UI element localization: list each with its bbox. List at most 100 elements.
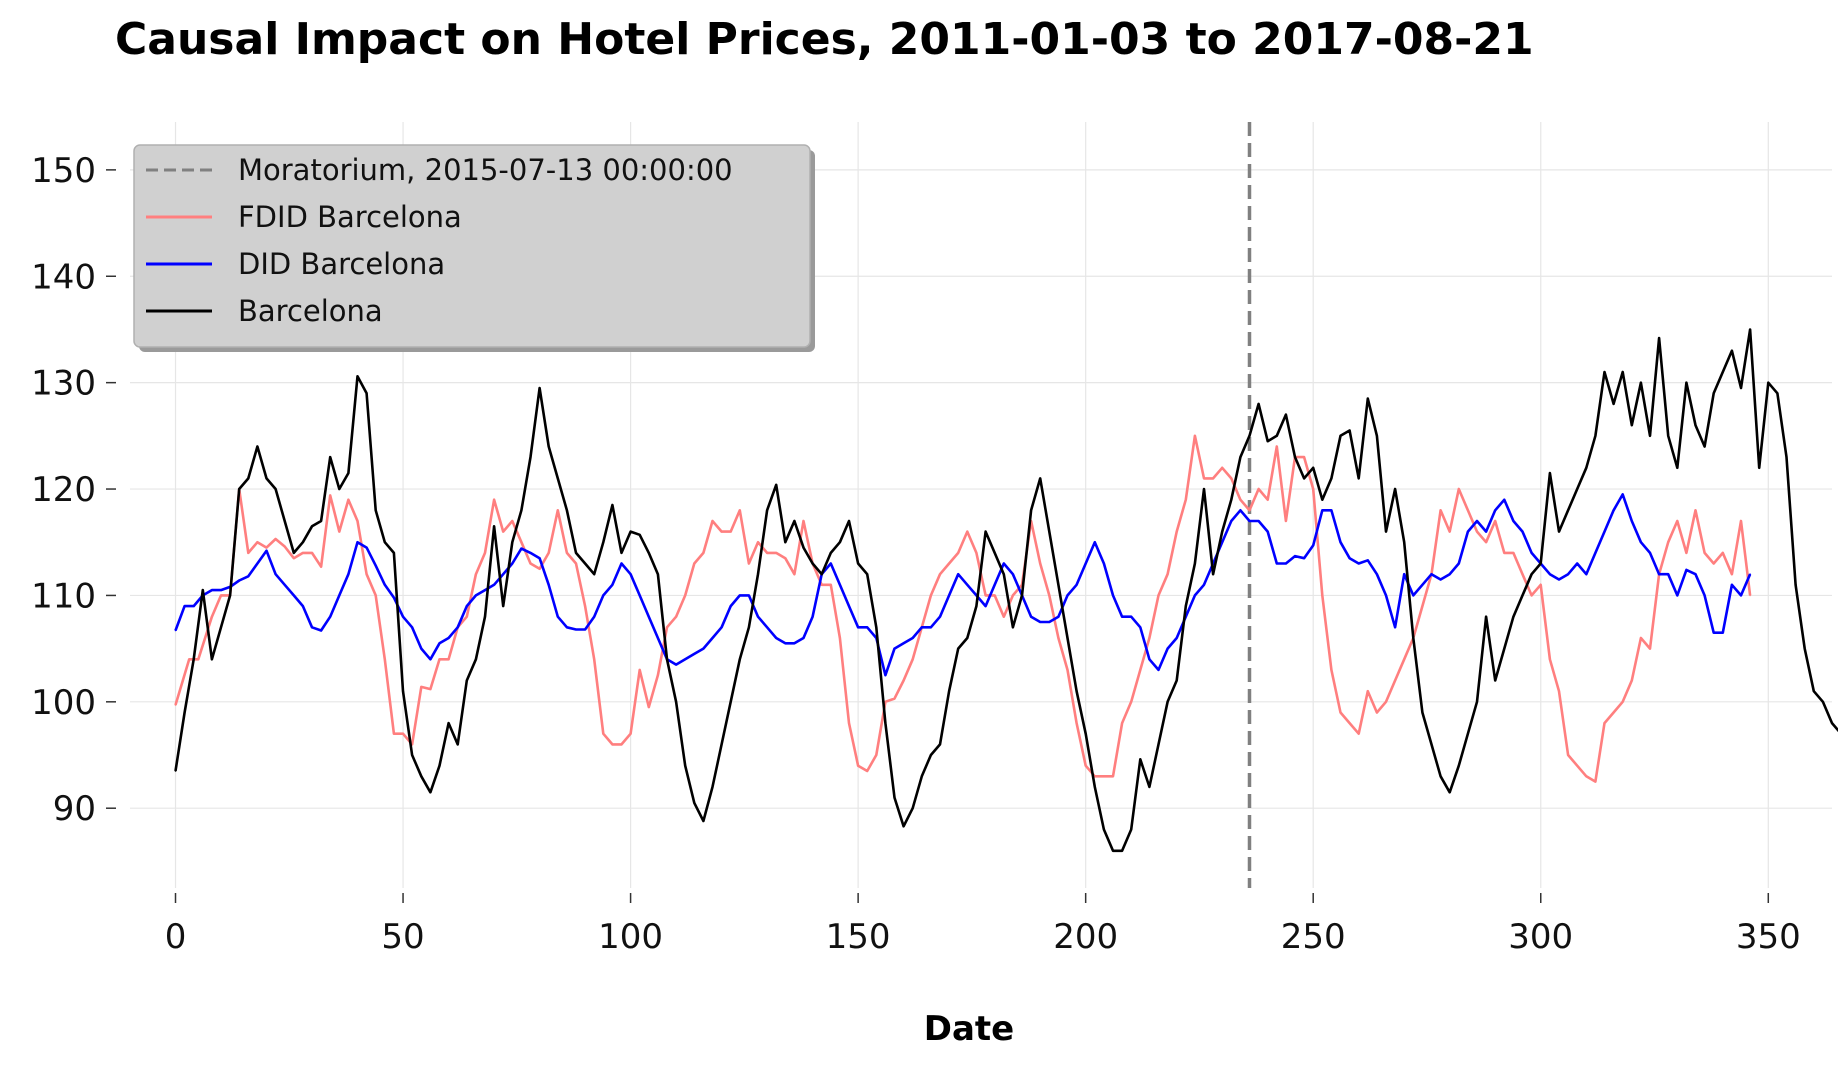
point-did-barcelona: [1066, 594, 1069, 597]
point-did-barcelona: [211, 589, 213, 591]
point-did-barcelona: [911, 637, 914, 639]
point-did-barcelona: [1549, 573, 1551, 575]
point-barcelona: [1458, 764, 1460, 767]
point-barcelona: [1357, 477, 1360, 480]
point-did-barcelona: [930, 626, 932, 629]
point-barcelona: [1130, 828, 1132, 831]
point-did-barcelona: [602, 594, 605, 597]
point-fdid-barcelona: [1403, 658, 1405, 661]
point-barcelona: [293, 552, 295, 554]
point-did-barcelona: [657, 637, 659, 639]
legend: Moratorium, 2015-07-13 00:00:00 FDID Barc…: [133, 144, 815, 352]
point-did-barcelona: [1640, 541, 1642, 543]
y-tick-label: 150: [31, 151, 96, 191]
point-did-barcelona: [811, 615, 814, 618]
point-did-barcelona: [1585, 573, 1588, 575]
point-barcelona: [620, 552, 623, 554]
point-fdid-barcelona: [739, 509, 741, 512]
point-did-barcelona: [1321, 509, 1324, 512]
point-fdid-barcelona: [1512, 552, 1515, 554]
point-barcelona: [311, 525, 313, 528]
point-fdid-barcelona: [984, 594, 987, 597]
point-fdid-barcelona: [1685, 552, 1688, 554]
point-fdid-barcelona: [1194, 435, 1196, 437]
point-barcelona: [1467, 732, 1469, 735]
point-barcelona: [884, 722, 887, 724]
point-fdid-barcelona: [1740, 520, 1742, 522]
point-fdid-barcelona: [820, 584, 823, 586]
point-did-barcelona: [356, 541, 359, 543]
point-fdid-barcelona: [547, 552, 550, 554]
point-barcelona: [902, 825, 905, 828]
point-did-barcelona: [793, 642, 796, 645]
point-fdid-barcelona: [1494, 520, 1496, 522]
point-fdid-barcelona: [1257, 488, 1260, 490]
point-barcelona: [1412, 637, 1415, 639]
point-barcelona: [192, 658, 195, 661]
point-barcelona: [1549, 472, 1551, 474]
point-barcelona: [1312, 467, 1314, 469]
point-did-barcelona: [1075, 584, 1078, 586]
point-barcelona: [1139, 758, 1142, 761]
point-did-barcelona: [1094, 541, 1096, 543]
point-barcelona: [1558, 530, 1560, 533]
point-did-barcelona: [283, 584, 286, 586]
point-barcelona: [356, 375, 359, 378]
point-fdid-barcelona: [475, 573, 477, 575]
series-barcelona: [174, 328, 1838, 853]
point-barcelona: [1003, 573, 1005, 575]
point-did-barcelona: [365, 546, 368, 549]
point-barcelona: [411, 754, 413, 756]
point-barcelona: [775, 484, 777, 486]
point-fdid-barcelona: [1421, 605, 1424, 607]
point-barcelona: [1330, 477, 1333, 480]
point-barcelona: [374, 509, 377, 512]
point-barcelona: [1767, 381, 1770, 384]
point-did-barcelona: [593, 615, 595, 618]
legend-label: Moratorium, 2015-07-13 00:00:00: [238, 153, 733, 187]
point-barcelona: [1640, 381, 1642, 384]
point-did-barcelona: [529, 552, 532, 554]
point-barcelona: [1221, 530, 1223, 533]
point-barcelona: [557, 477, 559, 480]
point-fdid-barcelona: [1048, 594, 1051, 597]
point-did-barcelona: [893, 647, 896, 650]
point-did-barcelona: [648, 615, 650, 618]
point-barcelona: [1494, 679, 1496, 682]
point-barcelona: [1012, 626, 1014, 629]
point-fdid-barcelona: [666, 626, 668, 629]
point-fdid-barcelona: [520, 541, 523, 543]
point-fdid-barcelona: [265, 546, 268, 549]
point-fdid-barcelona: [939, 573, 941, 575]
point-barcelona: [948, 690, 950, 692]
point-barcelona: [1030, 509, 1032, 512]
point-fdid-barcelona: [356, 520, 359, 522]
point-barcelona: [830, 552, 832, 554]
point-barcelona: [1740, 387, 1742, 389]
point-did-barcelona: [484, 589, 486, 591]
y-tick-label: 140: [31, 257, 96, 297]
point-barcelona: [1057, 584, 1060, 586]
point-fdid-barcelona: [757, 541, 759, 543]
point-barcelona: [1075, 690, 1078, 692]
point-did-barcelona: [1439, 578, 1442, 581]
point-barcelona: [911, 807, 914, 809]
point-did-barcelona: [966, 584, 969, 586]
point-fdid-barcelona: [1731, 573, 1733, 575]
point-barcelona: [447, 722, 450, 724]
point-barcelona: [1712, 392, 1715, 395]
point-did-barcelona: [302, 605, 304, 607]
point-barcelona: [1685, 381, 1688, 384]
point-did-barcelona: [675, 663, 677, 666]
point-barcelona: [384, 541, 386, 543]
point-barcelona: [1758, 467, 1760, 469]
point-fdid-barcelona: [329, 494, 332, 497]
point-barcelona: [1084, 732, 1087, 735]
point-did-barcelona: [739, 594, 741, 597]
point-fdid-barcelona: [1175, 530, 1178, 533]
point-barcelona: [1403, 541, 1405, 543]
point-fdid-barcelona: [1549, 658, 1551, 661]
point-barcelona: [1731, 349, 1733, 352]
point-did-barcelona: [1740, 594, 1742, 597]
